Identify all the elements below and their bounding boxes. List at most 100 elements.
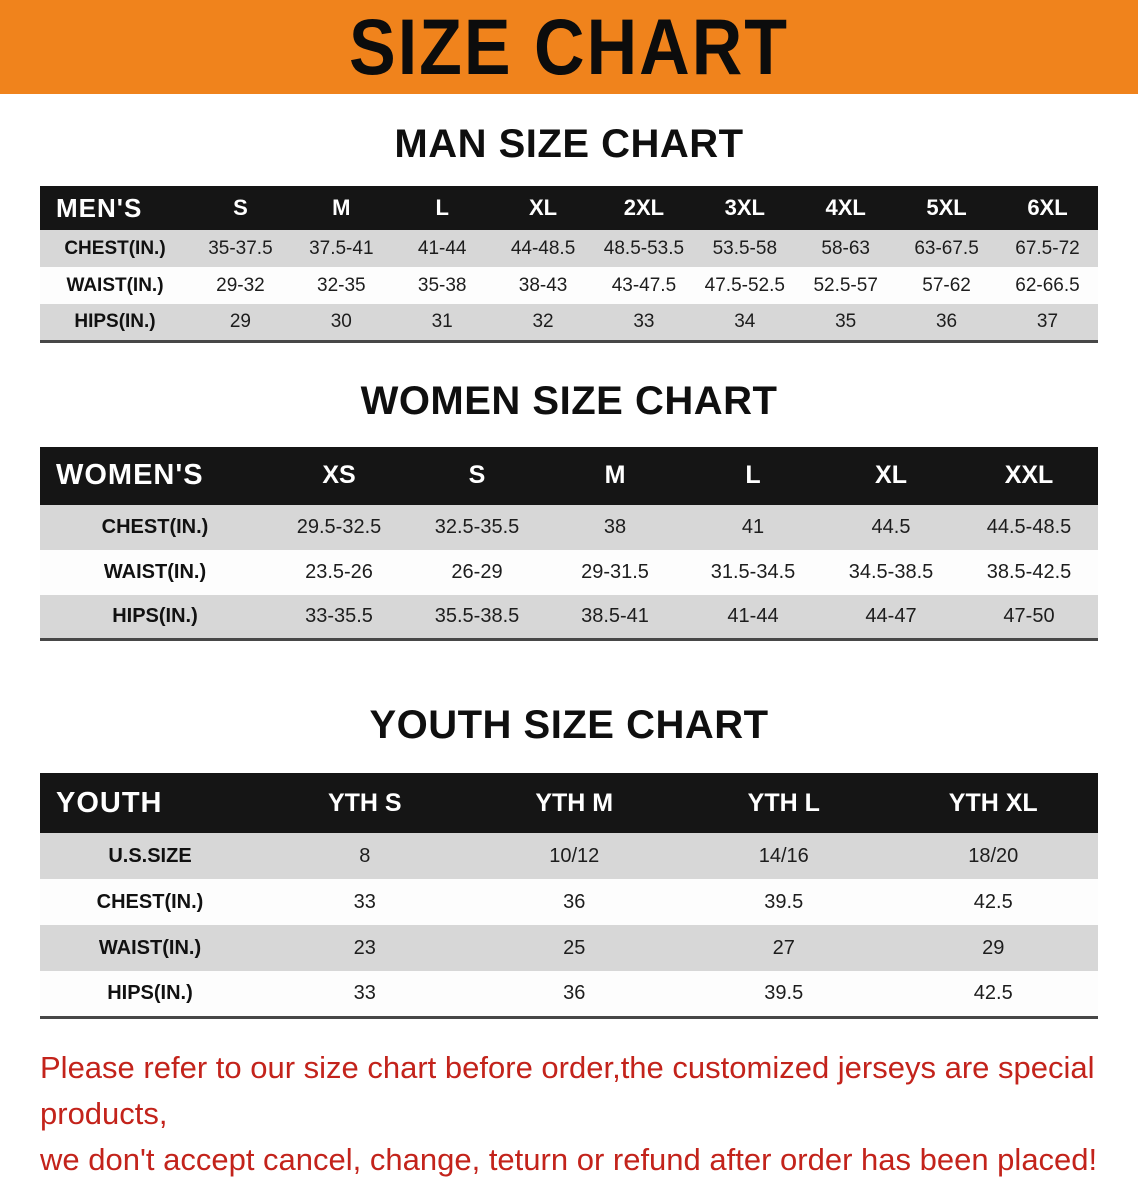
measurement-row: CHEST(IN.) 29.5-32.5 32.5-35.5 38 41 44.5 44.5…: [40, 504, 1098, 550]
size-value: 10/12: [549, 844, 600, 867]
size-value: 44-48.5: [510, 237, 576, 259]
measurement-label: HIPS(IN.): [74, 310, 156, 332]
size-value: 29.5-32.5: [296, 515, 382, 538]
size-value: 53.5-58: [712, 237, 778, 259]
measurement-label: CHEST(IN.): [64, 237, 166, 259]
size-value: 42.5: [973, 890, 1013, 913]
banner: SIZE CHART: [0, 0, 1138, 94]
size-value: 29: [982, 936, 1005, 959]
size-value: 33: [353, 890, 376, 913]
table-body: CHEST(IN.) 35-37.5 37.5-41 41-44 44-48.5 48.5…: [40, 230, 1098, 341]
table-title-cell: YOUTH: [40, 773, 260, 833]
size-value: 52.5-57: [813, 274, 878, 296]
size-column-header: 6XL: [997, 186, 1098, 230]
size-value: 32-35: [317, 274, 366, 296]
size-column-header: YTH XL: [888, 773, 1098, 833]
measurement-row: HIPS(IN.) 33-35.5 35.5-38.5 38.5-41 41-44 44-…: [40, 594, 1098, 640]
youth-size-section: YOUTH SIZE CHART YOUTH YTH S YTH M YTH L YTH…: [0, 701, 1138, 1019]
size-value: 38.5-41: [581, 604, 649, 627]
table-title-cell: MEN'S: [40, 186, 190, 230]
page-title: SIZE CHART: [349, 3, 789, 91]
measurement-label: WAIST(IN.): [98, 936, 202, 959]
size-column-header: 5XL: [896, 186, 997, 230]
size-value: 23.5-26: [305, 560, 373, 583]
men-size-heading: MAN SIZE CHART: [394, 122, 744, 166]
size-value: 37.5-41: [309, 237, 374, 259]
size-value: 33: [633, 310, 655, 332]
size-column-header: 3XL: [694, 186, 796, 230]
size-value: 34.5-38.5: [848, 560, 934, 583]
size-value: 36: [563, 890, 586, 913]
measurement-row: HIPS(IN.) 33 36 39.5 42.5: [40, 971, 1098, 1017]
size-value: 44.5-48.5: [986, 515, 1072, 538]
size-column-header: YTH M: [469, 773, 679, 833]
table-header-row: YOUTH YTH S YTH M YTH L YTH XL: [40, 773, 1098, 833]
size-column-header: YTH L: [679, 773, 889, 833]
table-head: MEN'S S M L XL 2XL 3XL 4XL 5XL 6XL: [40, 186, 1098, 230]
measurement-row: CHEST(IN.) 35-37.5 37.5-41 41-44 44-48.5 48.5…: [40, 230, 1098, 267]
size-value: 29: [229, 310, 251, 332]
size-value: 67.5-72: [1015, 237, 1080, 259]
women-size-heading: WOMEN SIZE CHART: [360, 378, 778, 423]
youth-size-heading: YOUTH SIZE CHART: [369, 703, 769, 747]
size-value: 23: [353, 936, 376, 959]
size-column-header: L: [391, 186, 493, 230]
size-value: 62-66.5: [1015, 274, 1080, 296]
size-column-header: XL: [822, 446, 960, 505]
table-head: WOMEN'S XS S M L XL XXL: [40, 446, 1098, 505]
size-value: 39.5: [764, 890, 804, 913]
footer-disclaimer: Please refer to our size chart before or…: [40, 1045, 1098, 1183]
size-value: 29-32: [216, 274, 265, 296]
table-body: U.S.SIZE 8 10/12 14/16 18/20 CHEST(IN.) 33 36 39…: [40, 833, 1098, 1017]
size-value: 48.5-53.5: [603, 237, 685, 259]
size-column-header: YTH S: [260, 773, 470, 833]
size-value: 36: [563, 981, 586, 1004]
measurement-label: CHEST(IN.): [96, 890, 204, 913]
measurement-label: WAIST(IN.): [103, 560, 207, 583]
size-value: 30: [330, 310, 352, 332]
youth-size-table: YOUTH YTH S YTH M YTH L YTH XL U.S.SIZE 8 10/12…: [40, 773, 1098, 1019]
measurement-row: WAIST(IN.) 23 25 27 29: [40, 925, 1098, 971]
size-value: 18/20: [968, 844, 1019, 867]
size-value: 27: [772, 936, 795, 959]
size-value: 38.5-42.5: [986, 560, 1072, 583]
size-value: 25: [563, 936, 586, 959]
table-title-cell: WOMEN'S: [40, 446, 270, 505]
disclaimer-line-2: we don't accept cancel, change, teturn o…: [40, 1141, 1098, 1177]
size-value: 31: [431, 310, 453, 332]
size-column-header: L: [684, 446, 822, 505]
size-value: 8: [359, 844, 371, 867]
size-value: 63-67.5: [914, 237, 979, 259]
size-value: 41: [741, 515, 765, 538]
size-value: 29-31.5: [581, 560, 649, 583]
size-value: 33-35.5: [305, 604, 373, 627]
size-value: 43-47.5: [611, 274, 677, 296]
measurement-row: CHEST(IN.) 33 36 39.5 42.5: [40, 879, 1098, 925]
measurement-label: CHEST(IN.): [101, 515, 209, 538]
size-value: 44.5: [871, 515, 911, 538]
measurement-label: WAIST(IN.): [66, 274, 164, 296]
size-value: 35: [835, 310, 857, 332]
size-value: 44-47: [865, 604, 917, 627]
size-column-header: XL: [492, 186, 594, 230]
table-header-row: WOMEN'S XS S M L XL XXL: [40, 446, 1098, 505]
size-value: 14/16: [758, 844, 809, 867]
size-value: 41-44: [727, 604, 779, 627]
measurement-label: HIPS(IN.): [107, 981, 193, 1004]
size-column-header: S: [190, 186, 291, 230]
size-value: 38: [603, 515, 627, 538]
men-size-table: MEN'S S M L XL 2XL 3XL 4XL 5XL 6XL CHEST(IN.) 35-37…: [40, 186, 1098, 343]
women-size-section: WOMEN SIZE CHART WOMEN'S XS S M L XL XXL CHEST(…: [0, 377, 1138, 641]
size-value: 34: [734, 310, 756, 332]
men-size-section: MAN SIZE CHART MEN'S S M L XL 2XL 3XL 4XL 5XL 6XL…: [0, 120, 1138, 343]
size-value: 57-62: [922, 274, 971, 296]
measurement-row: WAIST(IN.) 29-32 32-35 35-38 38-43 43-47.5 47.…: [40, 267, 1098, 304]
size-column-header: M: [546, 446, 684, 505]
size-value: 35.5-38.5: [434, 604, 520, 627]
size-column-header: S: [408, 446, 546, 505]
size-column-header: XXL: [960, 446, 1098, 505]
size-value: 47-50: [1003, 604, 1055, 627]
measurement-row: U.S.SIZE 8 10/12 14/16 18/20: [40, 833, 1098, 879]
table-body: CHEST(IN.) 29.5-32.5 32.5-35.5 38 41 44.5 44.5…: [40, 504, 1098, 640]
size-value: 31.5-34.5: [710, 560, 796, 583]
